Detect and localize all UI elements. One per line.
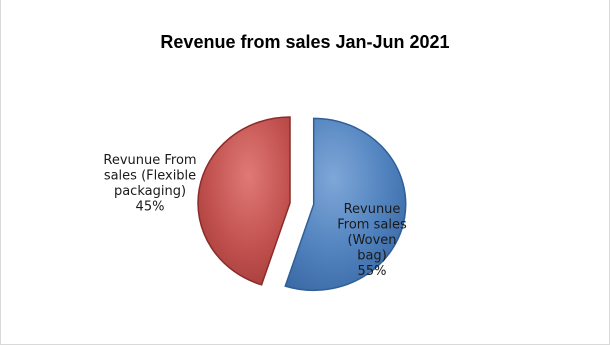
pie-slice-label-line: 55% [358,264,387,279]
pie-slice-label-line: sales (Flexible [104,169,196,184]
pie-slice-label-line: bag) [357,249,387,264]
pie-slice-label-line: Revunue [344,202,401,217]
pie-slice-label-line: From sales [337,218,407,233]
pie-slice-label-2: Revunue From sales (Flexible packaging) 45% [103,153,196,215]
chart-title: Revenue from sales Jan-Jun 2021 [160,32,450,52]
pie-labels: Revunue From sales (Woven bag) 55%Revunue Fr… [103,153,407,279]
pie-slice-2 [197,116,291,286]
pie-slice-label-1: Revunue From sales (Woven bag) 55% [337,202,407,279]
pie-slice-1 [284,117,407,292]
pie-slice-label-line: packaging) [114,184,186,199]
pie-slice-label-line: Revunue From [103,153,196,168]
pie-slice-label-line: 45% [136,200,165,215]
pie-slices [197,116,407,292]
pie-slice-label-line: (Woven [347,233,396,248]
